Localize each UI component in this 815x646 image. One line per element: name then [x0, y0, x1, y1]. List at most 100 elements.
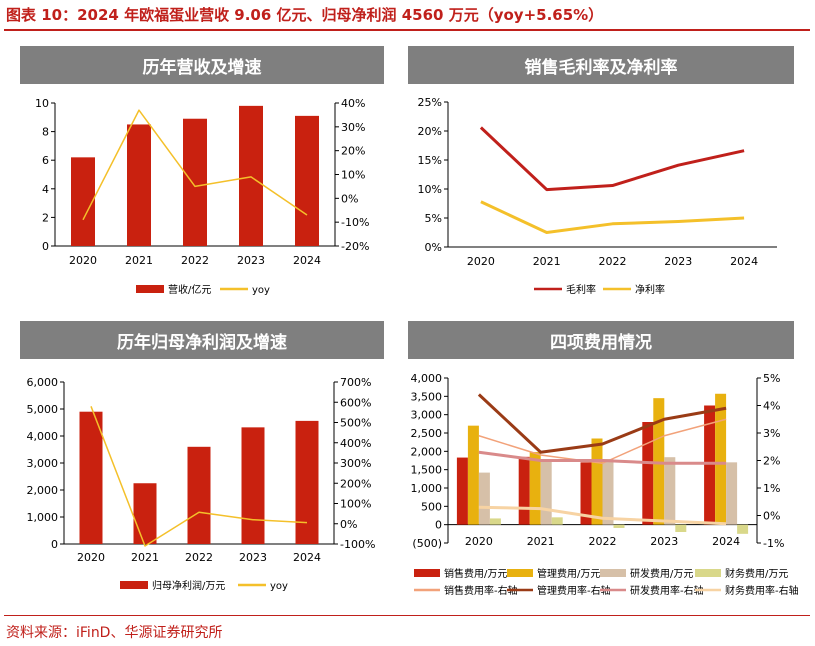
net-profit-bar: [187, 446, 211, 544]
source-note: 资料来源：iFinD、华源证券研究所: [6, 625, 223, 641]
y2-tick-label: 20%: [341, 145, 365, 158]
page-title: 图表 10：2024 年欧福蛋业营收 9.06 亿元、归母净利润 4560 万元…: [6, 6, 604, 24]
y-tick-label: 2,500: [411, 427, 443, 440]
y2-tick-label: 200%: [340, 477, 371, 490]
x-tick-label: 2020: [69, 254, 97, 267]
y-tick-label: 0: [51, 538, 58, 551]
expense-bar-1: [529, 452, 541, 525]
panel-title-net-profit: 历年归母净利润及增速: [20, 321, 384, 359]
x-tick-label: 2020: [465, 535, 493, 548]
y2-tick-label: 30%: [341, 121, 365, 134]
panel-title-margins: 销售毛利率及净利率: [408, 46, 794, 84]
y-tick-label: 2: [42, 211, 49, 224]
y-tick-label: 1,000: [27, 511, 59, 524]
y-tick-label: 4,000: [411, 372, 443, 385]
y2-tick-label: -100%: [340, 538, 375, 551]
series-line-0: [479, 126, 745, 192]
legend-swatch: [507, 569, 533, 577]
y2-tick-label: -10%: [341, 216, 369, 229]
y2-tick-label: 100%: [340, 498, 371, 511]
title-divider: [4, 29, 810, 31]
legend-label: 销售费用/万元: [444, 567, 507, 580]
y-tick-label: 0%: [425, 241, 442, 254]
expense-bar-0: [580, 462, 592, 525]
legend-label: yoy: [270, 581, 288, 592]
y2-tick-label: 1%: [763, 482, 780, 495]
y-tick-label: 1,000: [411, 482, 443, 495]
net-profit-bar: [79, 411, 103, 544]
panel-title-revenue: 历年营收及增速: [20, 46, 384, 84]
y-tick-label: 1,500: [411, 464, 443, 477]
x-tick-label: 2023: [237, 254, 265, 267]
legend-label: 研发费用率-右轴: [630, 584, 704, 597]
legend-label: 管理费用率-右轴: [537, 584, 611, 597]
y2-tick-label: 40%: [341, 97, 365, 110]
expense-bar-3: [489, 518, 501, 525]
revenue-bar: [239, 105, 263, 246]
legend-label: 营收/亿元: [168, 283, 211, 296]
legend-label: yoy: [252, 285, 270, 296]
y2-tick-label: 0%: [763, 510, 780, 523]
y2-tick-label: 5%: [763, 372, 780, 385]
revenue-bar: [295, 115, 319, 247]
y-tick-label: 5,000: [27, 403, 59, 416]
net-profit-bar: [241, 427, 265, 544]
y2-tick-label: 4%: [763, 400, 780, 413]
expense-bar-3: [737, 524, 749, 534]
expense-bar-0: [456, 457, 468, 525]
expense-bar-1: [715, 393, 727, 525]
x-tick-label: 2021: [527, 535, 555, 548]
revenue-bar: [183, 118, 207, 246]
x-tick-label: 2022: [181, 254, 209, 267]
x-tick-label: 2024: [730, 255, 758, 268]
y-tick-label: 3,500: [411, 390, 443, 403]
legend-label: 归母净利润/万元: [152, 579, 225, 592]
legend-swatch: [600, 569, 626, 577]
y2-tick-label: 3%: [763, 427, 780, 440]
x-tick-label: 2023: [664, 255, 692, 268]
source-divider: [4, 615, 810, 616]
expense-bar-2: [478, 472, 490, 525]
x-tick-label: 2021: [131, 551, 159, 564]
x-tick-label: 2021: [533, 255, 561, 268]
y-tick-label: (500): [412, 537, 442, 550]
x-tick-label: 2022: [589, 535, 617, 548]
y2-tick-label: 600%: [340, 396, 371, 409]
y2-tick-label: 400%: [340, 437, 371, 450]
legend-label: 财务费用率-右轴: [725, 584, 799, 597]
y2-tick-label: -20%: [341, 240, 369, 253]
x-tick-label: 2023: [650, 535, 678, 548]
expense-bar-3: [675, 524, 687, 532]
x-tick-label: 2021: [125, 254, 153, 267]
y-tick-label: 6: [42, 154, 49, 167]
y2-tick-label: 2%: [763, 455, 780, 468]
y-tick-label: 3,000: [411, 409, 443, 422]
expense-bar-1: [591, 438, 603, 525]
x-tick-label: 2020: [77, 551, 105, 564]
legend-swatch: [414, 569, 440, 577]
y2-tick-label: 0%: [341, 192, 358, 205]
y2-tick-label: 10%: [341, 169, 365, 182]
legend-label: 毛利率: [566, 283, 596, 296]
y-tick-label: 500: [421, 500, 442, 513]
net-profit-bar: [133, 483, 157, 544]
legend-swatch: [136, 285, 164, 293]
y-tick-label: 20%: [418, 125, 442, 138]
expense-bar-2: [602, 459, 614, 525]
expense-bar-2: [664, 457, 676, 525]
y2-tick-label: 700%: [340, 376, 371, 389]
expense-bar-0: [642, 422, 654, 525]
y-tick-label: 4,000: [27, 430, 59, 443]
net-profit-bar: [295, 420, 319, 544]
expense-bar-3: [551, 517, 563, 525]
y2-tick-label: -1%: [763, 537, 784, 550]
panel-title-expenses: 四项费用情况: [408, 321, 794, 359]
legend-label: 管理费用/万元: [537, 567, 600, 580]
revenue-bar: [127, 124, 151, 246]
expense-bar-1: [653, 398, 665, 525]
y2-tick-label: 0%: [340, 518, 357, 531]
legend-label: 财务费用/万元: [725, 567, 788, 580]
y-tick-label: 2,000: [411, 445, 443, 458]
expense-bar-0: [704, 405, 716, 525]
